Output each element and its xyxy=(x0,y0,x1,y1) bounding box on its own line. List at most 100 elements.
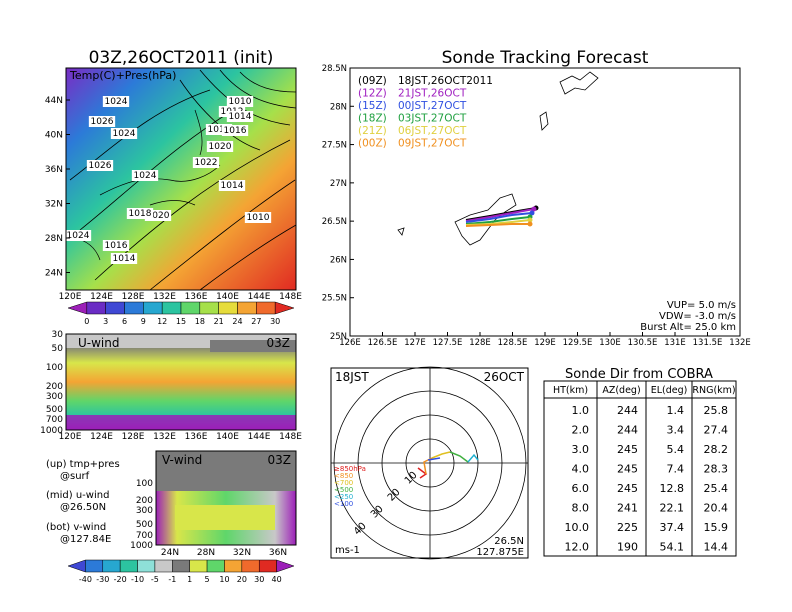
lat-tick-label: 27.5N xyxy=(322,141,347,151)
pressure-labels: 1024102610241026102410221020101810201018… xyxy=(64,96,272,264)
lon-tick-label: 132E xyxy=(153,432,176,442)
pressure-label-bg xyxy=(244,212,272,223)
legend-code: (15Z) xyxy=(358,100,387,112)
pressure-label-bg xyxy=(64,230,92,241)
launch-param: Burst Alt= 25.0 km xyxy=(640,322,736,333)
sonde-track-line xyxy=(465,212,533,223)
lat-tick-label: 27N xyxy=(330,179,347,189)
wind-colorbar: -40 -30 -20 -10 -5 -1 1 5 10 20 30 40 xyxy=(67,559,295,584)
legend-time: 09JST,27OCT xyxy=(398,138,467,150)
table-cell: 190 xyxy=(617,541,638,554)
lat-tick-label: 25N xyxy=(330,332,347,342)
lon-tick-label: 144E xyxy=(248,292,271,302)
legend-code: (12Z) xyxy=(358,88,387,100)
temperature-map-panel: 03Z,26OCT2011 (init) Temp(C)+Pres(hPa) 1… xyxy=(45,48,302,326)
legend-code: (09Z) xyxy=(358,75,387,87)
lat-tick-label: 36N xyxy=(45,165,63,175)
lon-tick-label: 126.5E xyxy=(368,338,398,348)
pressure-label-bg xyxy=(131,170,159,181)
u-wind-lon-ticks: 120E 124E 128E 132E 136E 140E 144E 148E xyxy=(59,432,303,442)
v-wind-lat-ticks: 24N 28N 32N 36N xyxy=(161,548,287,558)
pressure-label: 1020 xyxy=(147,211,170,221)
table-header: EL(deg) xyxy=(651,385,688,396)
colorbar-swatch xyxy=(105,301,125,315)
sonde-track-line xyxy=(465,208,535,222)
pressure-label: 1016 xyxy=(105,241,128,251)
colorbar-label: 12 xyxy=(157,317,167,326)
table-cell: 225 xyxy=(617,521,638,534)
level-legend-item: <100 xyxy=(334,500,353,508)
lon-tick-label: 144E xyxy=(248,432,271,442)
level-legend-item: <700 xyxy=(334,479,353,487)
level-legend-item: <500 xyxy=(334,486,353,494)
table-header: HT(km) xyxy=(553,385,588,396)
panel-note: (bot) v-wind xyxy=(46,522,106,533)
lon-tick-label: 126E xyxy=(339,338,361,348)
level-legend-item: <250 xyxy=(334,493,353,501)
level-legend-item: <850 xyxy=(334,472,353,480)
pressure-label: 1026 xyxy=(91,117,114,127)
colorbar-label: -1 xyxy=(168,575,176,584)
pressure-label-bg xyxy=(102,240,130,251)
level-legend-item: ≥850hPa xyxy=(334,465,366,473)
pressure-level-legend: ≥850hPa<850<700<500<250<100 xyxy=(334,465,366,508)
table-cell: 7.4 xyxy=(667,463,685,476)
pressure-label-bg xyxy=(226,111,254,122)
left-map-frame xyxy=(65,67,297,291)
colorbar-swatch xyxy=(276,559,295,573)
lat-tick-label: 24N xyxy=(161,548,179,558)
table-header: AZ(deg) xyxy=(602,385,640,396)
lat-tick-label: 40N xyxy=(45,131,63,141)
pressure-tick-label: 500 xyxy=(136,520,153,530)
colorbar-label: 15 xyxy=(176,317,186,326)
legend-time: 21JST,26OCT xyxy=(398,88,467,100)
colorbar-label: 5 xyxy=(205,575,210,584)
colorbar-swatch xyxy=(124,301,144,315)
burst-point xyxy=(529,210,535,216)
temperature-colorbar: 0 3 6 9 12 15 18 21 24 27 30 xyxy=(67,301,295,326)
colorbar-swatch xyxy=(218,301,238,315)
pressure-label: 1014 xyxy=(229,112,252,122)
pressure-label-bg xyxy=(192,157,220,168)
table-cell: 15.9 xyxy=(704,521,729,534)
table-cell: 1.0 xyxy=(572,404,590,417)
table-cell: 245 xyxy=(617,463,638,476)
lon-tick-label: 128.5E xyxy=(498,338,528,348)
pressure-label-bg xyxy=(218,180,246,191)
lon-tick-label: 130E xyxy=(599,338,621,348)
colorbar-label: 40 xyxy=(272,575,282,584)
lon-tick-label: 124E xyxy=(90,292,113,302)
table-cell: 12.8 xyxy=(660,482,685,495)
pressure-tick-label: 100 xyxy=(46,363,63,373)
table-cell: 10.0 xyxy=(565,521,590,534)
legend-code: (18Z) xyxy=(358,113,387,125)
legend-time: 06JST,27OCT xyxy=(398,125,467,137)
lon-tick-label: 140E xyxy=(216,292,239,302)
track-legend: (09Z) 18JST,26OCT2011 (12Z) 21JST,26OCT (15Z… xyxy=(358,75,493,150)
colorbar-label: 1 xyxy=(187,575,192,584)
pressure-label: 1024 xyxy=(105,97,128,107)
sonde-track-line xyxy=(465,223,530,227)
colorbar-label: 0 xyxy=(84,317,89,326)
table-title: Sonde Dir from COBRA xyxy=(565,367,713,382)
pressure-label-bg xyxy=(86,160,114,171)
lon-tick-label: 127E xyxy=(404,338,426,348)
launch-param: VUP= 5.0 m/s xyxy=(667,300,736,311)
colorbar-swatch xyxy=(189,559,208,573)
hodograph-trace xyxy=(417,451,479,479)
colorbar-swatch xyxy=(180,301,201,315)
table-cell: 2.0 xyxy=(572,424,590,437)
table-cell: 20.4 xyxy=(704,502,729,515)
panel-notes: (up) tmp+pres@surf (mid) u-wind@26.50N (bo… xyxy=(46,459,120,545)
colorbar-label: -40 xyxy=(79,575,92,584)
colorbar-swatch xyxy=(102,559,121,573)
colorbar-swatch xyxy=(143,301,163,315)
pressure-label-bg xyxy=(226,96,254,107)
pressure-label: 1024 xyxy=(67,231,90,241)
colorbar-label: 30 xyxy=(254,575,264,584)
pressure-label: 1026 xyxy=(89,161,112,171)
lon-tick-label: 148E xyxy=(279,292,302,302)
